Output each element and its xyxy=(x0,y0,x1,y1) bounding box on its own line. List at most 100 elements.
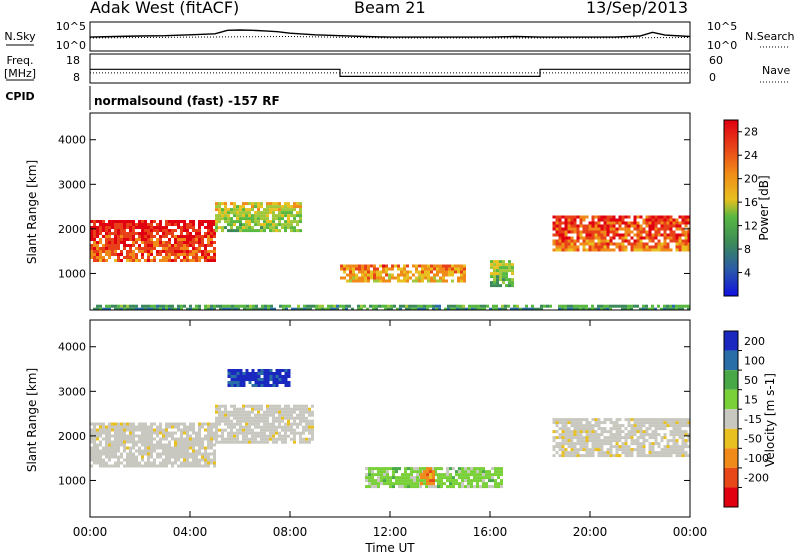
scatter-cell xyxy=(102,247,105,250)
scatter-cell xyxy=(648,433,652,437)
scatter-cell xyxy=(242,428,245,432)
scatter-cell xyxy=(230,422,233,426)
scatter-cell xyxy=(195,259,198,262)
scatter-cell xyxy=(260,226,263,230)
scatter-cell xyxy=(395,470,398,474)
scatter-cell xyxy=(290,431,293,435)
scatter-cell xyxy=(660,242,664,246)
scatter-cell xyxy=(457,279,460,283)
scatter-cell xyxy=(434,470,437,474)
scatter-cell xyxy=(618,445,622,449)
scatter-cell xyxy=(96,235,99,238)
scatter-cell xyxy=(105,247,108,250)
scatter-cell xyxy=(442,270,445,274)
scatter-cell xyxy=(642,236,646,240)
scatter-cell xyxy=(269,422,272,426)
scatter-cell xyxy=(93,253,96,256)
scatter-cell xyxy=(96,304,99,308)
scatter-cell xyxy=(450,304,453,308)
scatter-cell xyxy=(582,248,586,252)
scatter-cell xyxy=(239,208,242,212)
scatter-cell xyxy=(675,245,679,249)
scatter-cell xyxy=(603,436,607,440)
scatter-cell xyxy=(177,247,180,250)
scatter-cell xyxy=(251,205,254,209)
scatter-cell xyxy=(603,442,607,446)
scatter-cell xyxy=(198,431,201,435)
scatter-cell xyxy=(117,431,120,435)
scatter-cell xyxy=(552,454,556,458)
scatter-cell xyxy=(648,427,652,431)
scatter-cell xyxy=(186,238,189,241)
scatter-cell xyxy=(207,307,210,310)
scatter-cell xyxy=(561,242,565,246)
scatter-cell xyxy=(687,233,690,237)
scatter-cell xyxy=(248,372,252,375)
scatter-cell xyxy=(186,443,189,447)
scatter-cell xyxy=(400,267,403,271)
scatter-cell xyxy=(621,218,625,222)
scatter-cell xyxy=(123,223,126,226)
scatter-cell xyxy=(372,307,375,310)
scatter-cell xyxy=(287,413,290,417)
scatter-cell xyxy=(233,229,236,233)
scatter-cell xyxy=(284,440,287,444)
scatter-cell xyxy=(242,381,246,384)
scatter-cell xyxy=(246,304,249,308)
scatter-cell xyxy=(180,229,183,232)
scatter-cell xyxy=(579,427,583,431)
scatter-cell xyxy=(552,227,556,231)
scatter-cell xyxy=(591,242,595,246)
scatter-cell xyxy=(558,215,562,219)
scatter-cell xyxy=(102,259,105,262)
scatter-cell xyxy=(678,427,682,431)
scatter-cell xyxy=(464,470,467,474)
scatter-cell xyxy=(221,440,224,444)
scatter-cell xyxy=(239,229,242,233)
scatter-cell xyxy=(213,437,216,441)
scatter-cell xyxy=(419,479,422,483)
scatter-cell xyxy=(606,304,609,308)
scatter-cell xyxy=(266,437,269,441)
scatter-cell xyxy=(558,242,562,246)
scatter-cell xyxy=(233,211,236,215)
scatter-cell xyxy=(123,440,126,444)
scatter-cell xyxy=(254,425,257,429)
scatter-cell xyxy=(609,239,613,243)
scatter-cell xyxy=(660,454,664,458)
scatter-cell xyxy=(210,226,213,229)
scatter-cell xyxy=(678,454,682,458)
scatter-cell xyxy=(663,436,667,440)
scatter-cell xyxy=(621,451,625,455)
scatter-cell xyxy=(254,372,258,375)
scatter-cell xyxy=(129,304,132,308)
scatter-cell xyxy=(564,304,567,308)
scatter-cell xyxy=(147,434,150,438)
scatter-cell xyxy=(275,226,278,230)
scatter-cell xyxy=(579,307,582,310)
scatter-cell xyxy=(389,479,392,483)
scatter-cell xyxy=(573,227,577,231)
scatter-cell xyxy=(666,424,670,428)
scatter-cell xyxy=(236,208,239,212)
scatter-cell xyxy=(287,202,290,206)
scatter-cell xyxy=(296,416,299,420)
scatter-cell xyxy=(105,431,108,435)
scatter-cell xyxy=(464,485,467,489)
scatter-cell xyxy=(114,434,117,438)
scatter-cell xyxy=(198,446,201,450)
scatter-cell xyxy=(150,304,153,308)
scatter-cell xyxy=(278,437,281,441)
scatter-cell xyxy=(600,236,604,240)
scatter-cell xyxy=(576,245,580,249)
scatter-cell xyxy=(624,248,628,252)
scatter-cell xyxy=(198,434,201,438)
scatter-cell xyxy=(221,437,224,441)
scatter-cell xyxy=(177,464,180,468)
scatter-cell xyxy=(153,428,156,432)
scatter-cell xyxy=(426,304,429,308)
scatter-cell xyxy=(290,422,293,426)
scatter-cell xyxy=(123,449,126,453)
scatter-cell xyxy=(224,226,227,230)
scatter-cell xyxy=(567,430,571,434)
